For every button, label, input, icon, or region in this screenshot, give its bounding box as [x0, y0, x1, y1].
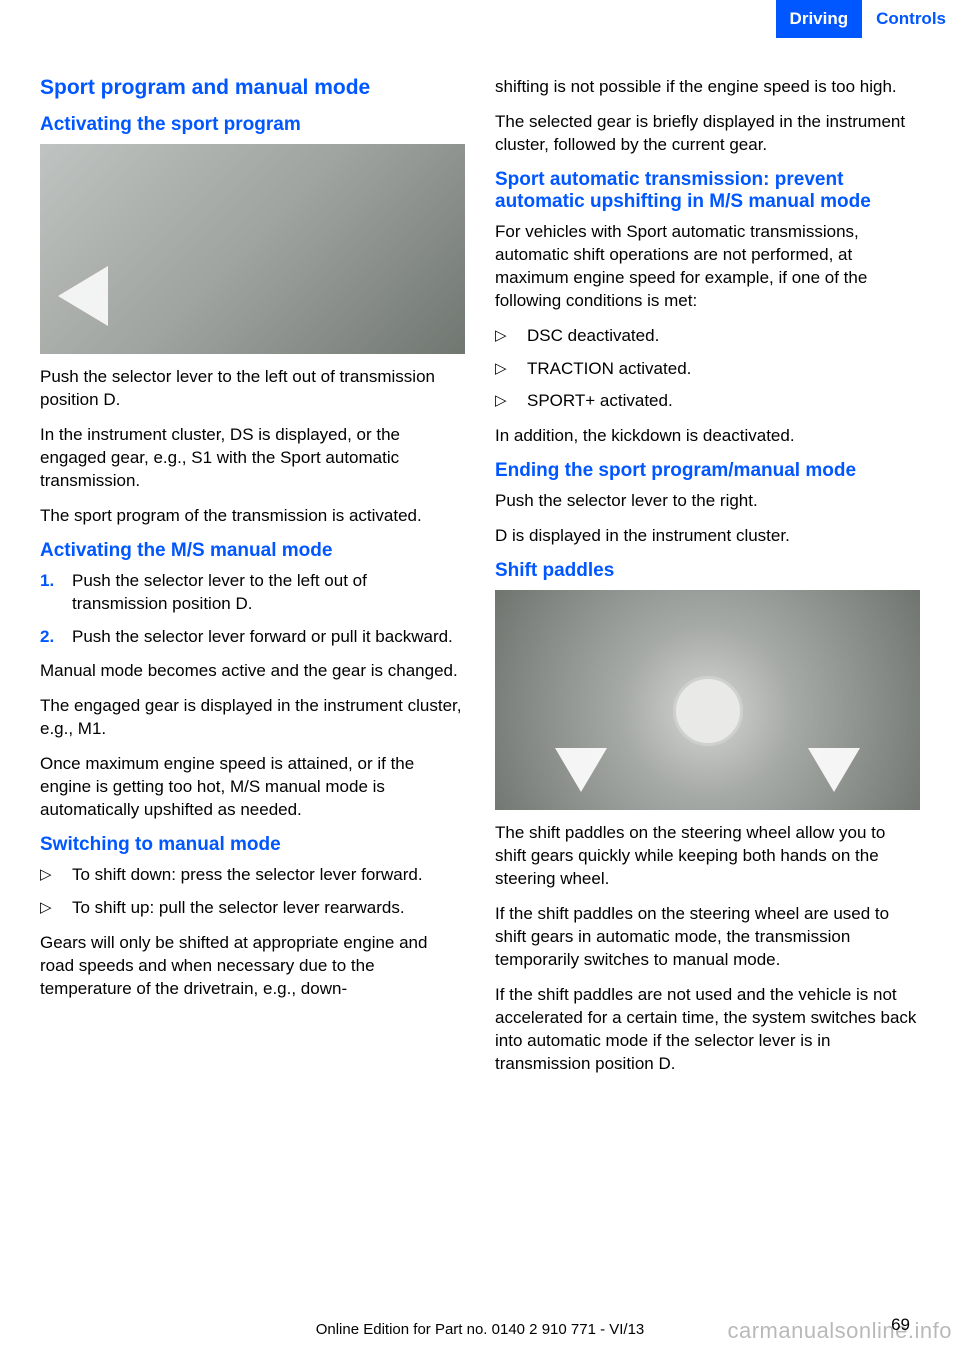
header-tab-driving: Driving — [776, 0, 863, 38]
bullet-list: To shift down: press the selector lever … — [40, 864, 465, 920]
paragraph: If the shift paddles are not used and th… — [495, 984, 920, 1076]
paragraph: If the shift paddles on the steering whe… — [495, 903, 920, 972]
heading-ending-sport: Ending the sport program/manual mode — [495, 460, 920, 482]
paragraph: D is displayed in the instrument cluster… — [495, 525, 920, 548]
list-item: 1. Push the selector lever to the left o… — [40, 570, 465, 616]
page-header: Driving Controls — [0, 0, 960, 38]
arrow-down-icon — [555, 748, 607, 792]
list-text: Push the selector lever forward or pull … — [72, 627, 453, 646]
list-item: DSC deactivated. — [495, 325, 920, 348]
paragraph: For vehicles with Sport automatic transm… — [495, 221, 920, 313]
list-text: Push the selector lever to the left out … — [72, 571, 367, 613]
paragraph: Once maximum engine speed is attained, o… — [40, 753, 465, 822]
heading-switch-manual: Switching to manual mode — [40, 834, 465, 856]
steering-wheel-hub-icon — [673, 676, 743, 746]
paragraph: The sport program of the transmission is… — [40, 505, 465, 528]
paragraph: In addition, the kickdown is deactivated… — [495, 425, 920, 448]
heading-activating-sport: Activating the sport program — [40, 114, 465, 136]
header-tab-controls: Controls — [862, 0, 960, 38]
bullet-list: DSC deactivated. TRACTION activated. SPO… — [495, 325, 920, 414]
list-number: 2. — [40, 626, 54, 649]
list-item: To shift up: pull the selector lever rea… — [40, 897, 465, 920]
heading-shift-paddles: Shift paddles — [495, 560, 920, 582]
column-left: Sport program and manual mode Activating… — [40, 76, 465, 1088]
list-item: SPORT+ activated. — [495, 390, 920, 413]
list-item: TRACTION activated. — [495, 358, 920, 381]
footer-text: Online Edition for Part no. 0140 2 910 7… — [316, 1321, 645, 1338]
arrow-left-icon — [58, 266, 108, 326]
paragraph: In the instrument cluster, DS is display… — [40, 424, 465, 493]
paragraph: Push the selector lever to the left out … — [40, 366, 465, 412]
image-selector-lever — [40, 144, 465, 354]
paragraph: The engaged gear is displayed in the ins… — [40, 695, 465, 741]
page-content: Sport program and manual mode Activating… — [0, 76, 960, 1088]
paragraph: Gears will only be shifted at appropriat… — [40, 932, 465, 1001]
list-item: To shift down: press the selector lever … — [40, 864, 465, 887]
paragraph: shifting is not possible if the engine s… — [495, 76, 920, 99]
arrow-down-icon — [808, 748, 860, 792]
page-footer: 69 Online Edition for Part no. 0140 2 91… — [0, 1321, 960, 1338]
column-right: shifting is not possible if the engine s… — [495, 76, 920, 1088]
heading-activating-ms: Activating the M/S manual mode — [40, 540, 465, 562]
page-number: 69 — [891, 1315, 910, 1335]
heading-sport-auto-transmission: Sport automatic transmission: prevent au… — [495, 169, 920, 213]
paragraph: Push the selector lever to the right. — [495, 490, 920, 513]
list-item: 2. Push the selector lever forward or pu… — [40, 626, 465, 649]
list-number: 1. — [40, 570, 54, 593]
heading-sport-program: Sport program and manual mode — [40, 76, 465, 100]
image-shift-paddles — [495, 590, 920, 810]
ordered-list: 1. Push the selector lever to the left o… — [40, 570, 465, 649]
paragraph: The selected gear is briefly displayed i… — [495, 111, 920, 157]
paragraph: The shift paddles on the steering wheel … — [495, 822, 920, 891]
paragraph: Manual mode becomes active and the gear … — [40, 660, 465, 683]
